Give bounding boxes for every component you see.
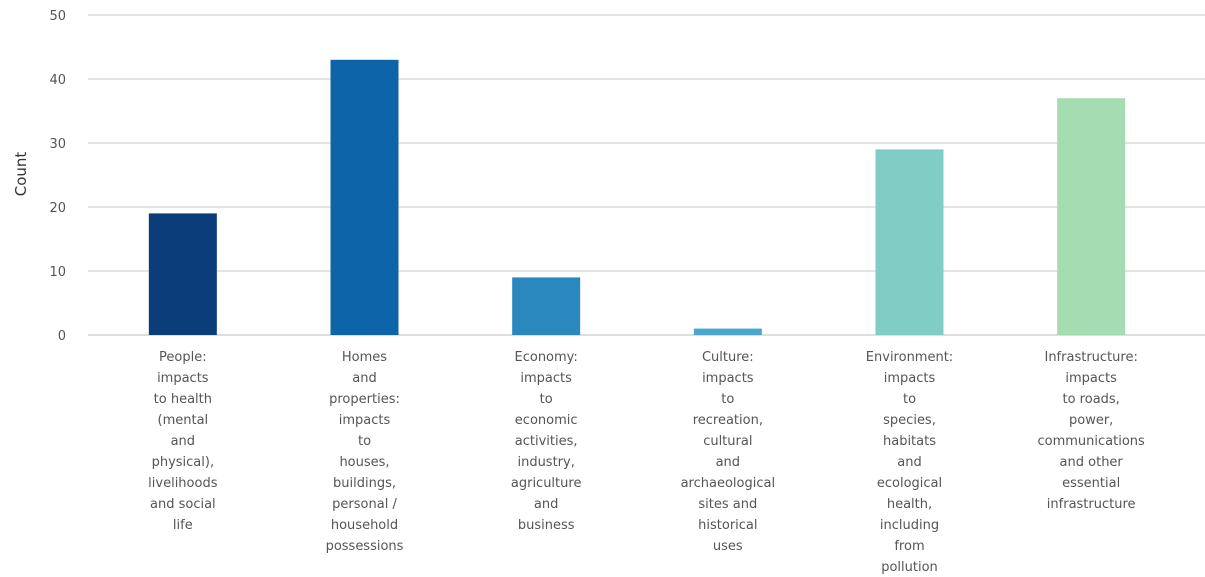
x-category-label-line: (mental bbox=[158, 413, 209, 428]
grid-layer bbox=[88, 14, 1205, 336]
x-category-label-line: including bbox=[880, 518, 939, 533]
y-axis-title: Count bbox=[12, 152, 30, 197]
x-category-label-line: communications bbox=[1038, 434, 1146, 449]
x-category-label-line: and bbox=[897, 455, 921, 470]
x-category-label-line: People: bbox=[159, 350, 207, 365]
x-category-label-line: to health bbox=[154, 392, 212, 407]
x-category-label-line: physical), bbox=[152, 455, 215, 470]
y-tick-label: 50 bbox=[49, 9, 66, 24]
y-tick-label: 20 bbox=[49, 201, 66, 216]
x-category-label-line: Homes bbox=[342, 350, 387, 365]
x-category-label-line: impacts bbox=[339, 413, 391, 428]
x-category-label-line: to bbox=[903, 392, 916, 407]
x-category-label-line: species, bbox=[883, 413, 936, 428]
x-category-label-line: properties: bbox=[329, 392, 400, 407]
x-category-label-line: agriculture bbox=[511, 476, 582, 491]
x-category-label-line: and social bbox=[150, 497, 216, 512]
x-category-label-5: Infrastructure: impacts to roads, power, com… bbox=[1038, 350, 1146, 512]
x-category-label-line: to bbox=[358, 434, 371, 449]
x-category-label-line: from bbox=[894, 539, 924, 554]
x-category-label-line: industry, bbox=[517, 455, 574, 470]
x-category-label-line: essential bbox=[1062, 476, 1120, 491]
x-category-label-line: sites and bbox=[698, 497, 757, 512]
y-tick-label: 10 bbox=[49, 265, 66, 280]
x-category-label-line: and other bbox=[1060, 455, 1124, 470]
x-category-label-line: Culture: bbox=[702, 350, 754, 365]
x-category-label-line: historical bbox=[698, 518, 757, 533]
x-category-label-line: impacts bbox=[1065, 371, 1117, 386]
x-category-label-line: recreation, bbox=[693, 413, 763, 428]
x-category-label-line: ecological bbox=[877, 476, 942, 491]
y-tick-label: 0 bbox=[58, 329, 66, 344]
y-axis-ticks: 0 10 20 30 40 50 bbox=[49, 9, 66, 344]
x-category-label-line: habitats bbox=[883, 434, 936, 449]
bar-layer bbox=[148, 59, 1126, 336]
bar-5 bbox=[1057, 98, 1126, 335]
x-category-label-line: to bbox=[721, 392, 734, 407]
x-category-label-0: People: impacts to health (mental and physica… bbox=[148, 350, 218, 533]
x-category-label-line: to roads, bbox=[1063, 392, 1120, 407]
bar-2 bbox=[512, 277, 581, 335]
x-category-label-line: power, bbox=[1069, 413, 1113, 428]
x-category-label-line: Environment: bbox=[866, 350, 953, 365]
x-category-label-line: impacts bbox=[157, 371, 209, 386]
x-category-label-line: impacts bbox=[702, 371, 754, 386]
x-category-label-line: economic bbox=[515, 413, 578, 428]
x-category-label-line: infrastructure bbox=[1047, 497, 1136, 512]
x-category-label-line: archaeological bbox=[681, 476, 776, 491]
x-category-label-line: and bbox=[716, 455, 740, 470]
x-category-label-line: and bbox=[534, 497, 558, 512]
x-category-label-3: Culture: impacts to recreation, cultural and a… bbox=[681, 350, 776, 554]
x-category-label-line: business bbox=[518, 518, 575, 533]
x-category-label-line: Infrastructure: bbox=[1044, 350, 1137, 365]
bar-4 bbox=[875, 149, 944, 335]
x-category-label-1: Homes and properties: impacts to houses, build… bbox=[326, 350, 404, 554]
x-category-label-line: cultural bbox=[703, 434, 752, 449]
x-category-label-line: impacts bbox=[884, 371, 936, 386]
bar-1 bbox=[330, 59, 399, 336]
x-category-label-line: Economy: bbox=[515, 350, 578, 365]
x-category-label-line: personal / bbox=[332, 497, 397, 512]
category-labels: People: impacts to health (mental and physica… bbox=[148, 350, 1145, 575]
x-category-label-line: household bbox=[331, 518, 398, 533]
bar-3 bbox=[693, 328, 762, 335]
x-category-label-line: life bbox=[173, 518, 193, 533]
x-category-label-line: uses bbox=[713, 539, 743, 554]
y-tick-label: 40 bbox=[49, 73, 66, 88]
bar-0 bbox=[148, 213, 217, 335]
x-category-label-4: Environment: impacts to species, habitats and… bbox=[866, 350, 953, 575]
x-category-label-line: to bbox=[540, 392, 553, 407]
x-category-label-line: activities, bbox=[515, 434, 578, 449]
x-category-label-line: livelihoods bbox=[148, 476, 218, 491]
x-category-label-line: pollution bbox=[881, 560, 938, 575]
x-category-label-line: and bbox=[352, 371, 376, 386]
x-category-label-line: impacts bbox=[520, 371, 572, 386]
x-category-label-2: Economy: impacts to economic activities, indu… bbox=[511, 350, 582, 533]
x-category-label-line: health, bbox=[887, 497, 932, 512]
x-category-label-line: and bbox=[171, 434, 195, 449]
y-tick-label: 30 bbox=[49, 137, 66, 152]
x-category-label-line: buildings, bbox=[333, 476, 396, 491]
x-category-label-line: possessions bbox=[326, 539, 404, 554]
x-category-label-line: houses, bbox=[339, 455, 389, 470]
